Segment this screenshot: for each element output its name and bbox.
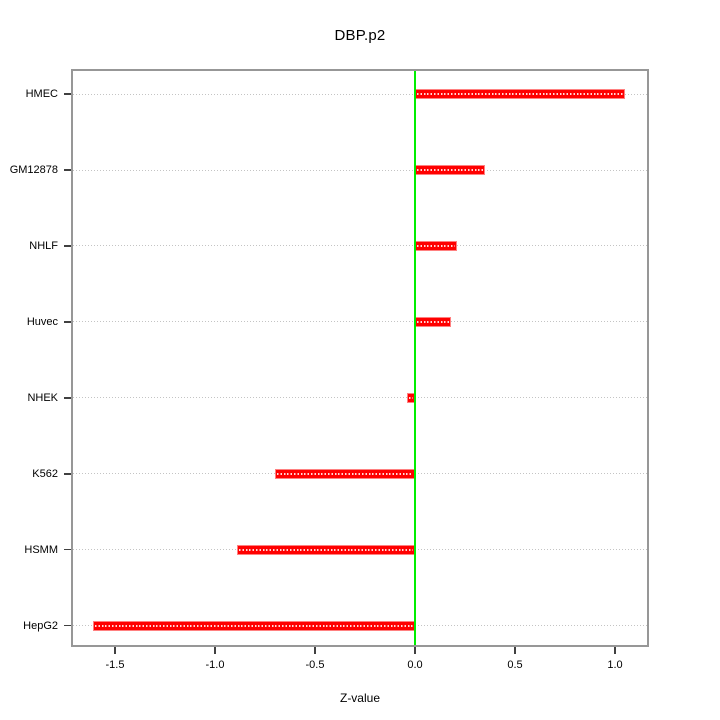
x-axis-tick bbox=[214, 647, 216, 654]
x-axis-tick bbox=[514, 647, 516, 654]
y-axis-tick bbox=[64, 548, 71, 551]
x-axis-title: Z-value bbox=[339, 691, 380, 705]
bar-dotted-center bbox=[417, 320, 449, 323]
bar bbox=[415, 316, 451, 327]
y-axis-tick bbox=[64, 321, 71, 323]
bar-dotted-center bbox=[417, 169, 483, 171]
category-label: NHEK bbox=[27, 391, 58, 404]
bar-dotted-center bbox=[95, 624, 413, 627]
grid-line bbox=[73, 245, 647, 247]
x-tick-label: 0.5 bbox=[507, 659, 523, 671]
category-label: K562 bbox=[32, 467, 58, 480]
category-label: Huvec bbox=[26, 315, 58, 328]
grid-line bbox=[73, 397, 647, 399]
y-axis-tick bbox=[64, 624, 71, 627]
x-tick-label: -1.0 bbox=[205, 659, 225, 671]
x-tick-label: 1.0 bbox=[607, 659, 623, 671]
chart-title: DBP.p2 bbox=[334, 27, 386, 44]
x-axis-tick bbox=[114, 647, 116, 654]
zero-reference-line bbox=[414, 71, 416, 645]
y-axis-tick bbox=[64, 245, 71, 247]
x-tick-label: -1.5 bbox=[105, 659, 125, 671]
y-axis-tick bbox=[64, 169, 71, 171]
category-label: HepG2 bbox=[23, 619, 58, 632]
category-label: GM12878 bbox=[9, 164, 58, 176]
bar bbox=[415, 165, 485, 175]
x-tick-label: -0.5 bbox=[305, 659, 325, 671]
bar-dotted-center bbox=[417, 93, 623, 95]
plot-box bbox=[71, 69, 649, 647]
bar-dotted-center bbox=[239, 548, 413, 551]
grid-line bbox=[73, 321, 647, 323]
grid-line bbox=[73, 169, 647, 171]
bar bbox=[415, 89, 625, 99]
bar-dotted-center bbox=[417, 244, 455, 247]
x-tick-label: 0.0 bbox=[407, 659, 423, 671]
x-axis-tick bbox=[314, 647, 316, 654]
grid-line bbox=[73, 93, 647, 95]
x-axis-tick bbox=[614, 647, 616, 654]
bar bbox=[93, 620, 415, 631]
y-axis-tick bbox=[64, 93, 71, 95]
category-label: HMEC bbox=[25, 88, 58, 100]
x-axis-tick bbox=[414, 647, 416, 654]
bar bbox=[237, 544, 415, 555]
category-label: HSMM bbox=[24, 543, 58, 556]
bar bbox=[415, 240, 457, 251]
bar bbox=[275, 468, 415, 479]
y-axis-tick bbox=[64, 397, 71, 399]
bar-dotted-center bbox=[277, 472, 413, 475]
bar-dotted-center bbox=[409, 396, 413, 399]
category-label: NHLF bbox=[29, 239, 58, 252]
y-axis-tick bbox=[64, 473, 71, 475]
